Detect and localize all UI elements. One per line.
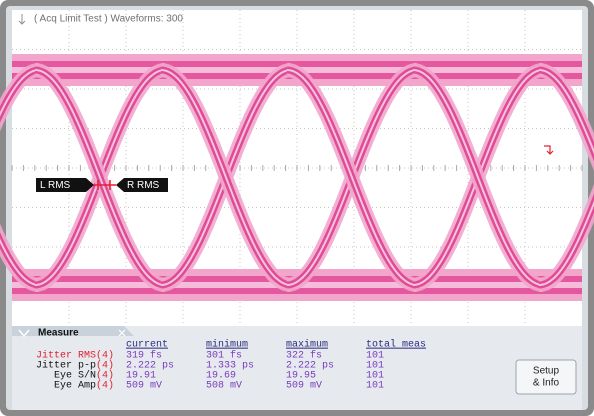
measure-tab (12, 326, 134, 336)
measure-value: 101 (366, 361, 384, 372)
rms-span (94, 180, 116, 190)
measure-value: 322 fs (286, 350, 322, 362)
l-rms-marker (36, 178, 94, 192)
measure-value: 301 fs (206, 350, 242, 362)
measure-value: 1.333 ps (206, 361, 254, 372)
row-name: Jitter RMS (36, 350, 96, 362)
row-name: Eye S/N (54, 370, 96, 382)
row-channel: (4) (96, 370, 114, 382)
trigger-icon (18, 14, 26, 25)
eye-diagram (0, 54, 594, 301)
transition-center (34, 69, 166, 286)
measure-value: 509 mV (126, 381, 162, 392)
transition-center (538, 200, 594, 286)
row-channel: (4) (96, 350, 114, 362)
measure-value: 101 (366, 351, 384, 362)
measure-panel (12, 326, 582, 410)
r-rms-label: R RMS (127, 180, 160, 191)
measure-table: current minimum maximum total meas Jitter RM… (36, 339, 426, 392)
measure-value: 19.95 (286, 371, 316, 382)
measure-value: 2.222 ps (286, 361, 334, 372)
measure-value: 319 fs (126, 350, 162, 362)
transition-center (412, 69, 544, 286)
l-rms-label: L RMS (40, 180, 71, 191)
transition-center (286, 69, 418, 286)
column-header: current (126, 340, 168, 351)
r-rms-marker (116, 178, 168, 192)
transition-center (538, 69, 594, 155)
setup-button[interactable] (515, 359, 577, 395)
collapse-icon[interactable] (18, 329, 30, 338)
setup-button-line: & Info (533, 378, 560, 389)
measure-value: 509 mV (286, 381, 322, 392)
column-header: maximum (286, 339, 328, 351)
measure-title: Measure (38, 328, 79, 339)
measure-value: 2.222 ps (126, 361, 174, 372)
row-channel: (4) (96, 360, 114, 372)
column-header: total meas (366, 339, 426, 351)
row-name: Jitter p-p (36, 360, 96, 372)
measure-value: 508 mV (206, 381, 242, 392)
measure-value: 101 (366, 371, 384, 382)
acq-status: ( Acq Limit Test ) Waveforms: 300 (34, 14, 183, 25)
level-marker (544, 145, 554, 155)
close-icon[interactable] (118, 329, 126, 337)
row-name: Eye Amp (54, 381, 96, 392)
column-header: minimum (206, 339, 248, 351)
transition-center (0, 238, 40, 286)
transition-center (0, 69, 40, 117)
measure-value: 101 (366, 381, 384, 392)
row-channel: (4) (96, 380, 114, 392)
measure-value: 19.91 (126, 371, 156, 382)
measure-value: 19.69 (206, 371, 236, 382)
transition-center (160, 69, 292, 286)
setup-button-line: Setup (533, 366, 560, 377)
